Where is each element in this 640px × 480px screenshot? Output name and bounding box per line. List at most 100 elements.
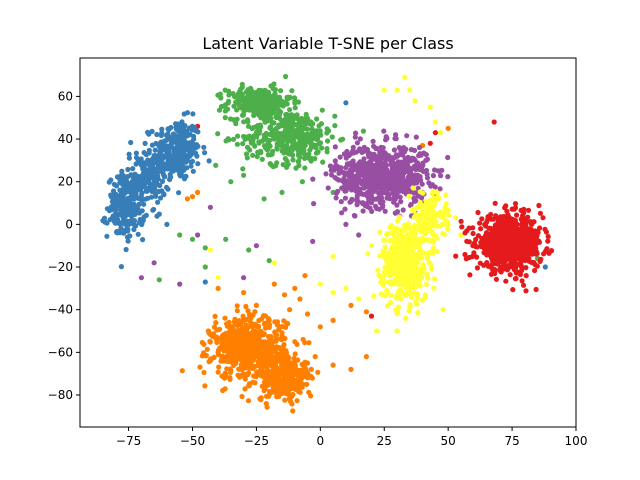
- data-point-class-2: [307, 140, 313, 146]
- data-point-class-6: [243, 316, 249, 323]
- data-point-class-4: [395, 304, 402, 310]
- data-point-class-4: [418, 227, 424, 233]
- data-point-class-5: [523, 222, 529, 228]
- data-point-class-2: [294, 112, 300, 118]
- data-point-class-5: [524, 252, 530, 258]
- data-point-class-3: [357, 159, 363, 165]
- data-point-class-1: [118, 225, 124, 231]
- data-point-class-2: [247, 94, 253, 100]
- data-point-class-4: [388, 257, 394, 263]
- data-point-class-4: [427, 197, 433, 203]
- data-point-class-1: [120, 181, 126, 187]
- data-point-class-3: [391, 199, 397, 205]
- data-point-class-2: [267, 131, 273, 137]
- data-point-class-6: [229, 324, 235, 330]
- data-point-class-5: [545, 238, 551, 244]
- data-point-class-6: [225, 334, 231, 340]
- data-point-class-1: [171, 132, 177, 138]
- outlier-point: [343, 221, 349, 227]
- data-point-class-1: [121, 229, 127, 235]
- data-point-class-1: [176, 168, 182, 174]
- data-point-class-5: [473, 236, 479, 243]
- data-point-class-4: [443, 201, 449, 207]
- data-point-class-4: [384, 303, 391, 309]
- data-point-class-1: [118, 172, 124, 178]
- data-point-class-1: [114, 183, 120, 189]
- data-point-class-6: [271, 366, 277, 372]
- data-point-class-5: [467, 272, 473, 278]
- data-point-class-1: [183, 144, 189, 150]
- data-point-class-2: [268, 162, 274, 168]
- data-point-class-2: [252, 111, 258, 117]
- outlier-point: [241, 290, 247, 296]
- data-point-class-5: [512, 201, 519, 207]
- data-point-class-2: [280, 103, 286, 109]
- data-point-class-1: [181, 136, 187, 142]
- data-point-class-2: [215, 131, 221, 137]
- data-point-class-3: [416, 144, 423, 151]
- outlier-point: [348, 366, 354, 372]
- data-point-class-6: [283, 348, 289, 354]
- data-point-class-1: [133, 150, 139, 156]
- data-point-class-2: [238, 86, 244, 92]
- data-point-class-1: [121, 202, 127, 208]
- data-point-class-4: [377, 253, 383, 259]
- data-point-class-4: [407, 302, 413, 308]
- data-point-class-4: [398, 296, 404, 302]
- data-point-class-2: [215, 92, 221, 98]
- data-point-class-3: [360, 200, 366, 206]
- outlier-point: [241, 275, 247, 281]
- data-point-class-6: [279, 330, 285, 336]
- data-point-class-1: [155, 199, 161, 205]
- data-point-class-6: [279, 377, 285, 383]
- data-point-class-3: [398, 199, 404, 205]
- data-point-class-3: [383, 155, 389, 162]
- data-point-class-6: [270, 354, 276, 360]
- data-point-class-6: [227, 376, 233, 382]
- data-point-class-2: [293, 165, 299, 171]
- data-point-class-1: [113, 206, 119, 212]
- data-point-class-2: [290, 140, 296, 146]
- data-point-class-4: [422, 294, 428, 300]
- data-point-class-1: [177, 162, 183, 168]
- data-point-class-3: [393, 136, 399, 142]
- data-point-class-5: [507, 272, 513, 278]
- data-point-class-4: [412, 223, 418, 229]
- data-point-class-6: [245, 335, 252, 341]
- data-point-class-6: [202, 383, 208, 389]
- data-point-class-1: [181, 111, 187, 117]
- data-point-class-5: [458, 218, 464, 224]
- outlier-point: [427, 104, 433, 110]
- data-point-class-2: [272, 91, 278, 97]
- data-point-class-2: [240, 166, 246, 172]
- data-point-class-5: [513, 268, 519, 274]
- data-point-class-1: [139, 220, 145, 226]
- outlier-point: [330, 253, 336, 259]
- data-point-class-2: [250, 124, 256, 131]
- outlier-point: [215, 285, 221, 291]
- data-point-class-1: [158, 132, 164, 139]
- data-point-class-2: [260, 101, 266, 107]
- outlier-point: [271, 281, 277, 287]
- x-tick-label: 75: [504, 434, 519, 448]
- data-point-class-6: [270, 383, 276, 389]
- data-point-class-3: [311, 201, 317, 207]
- data-point-class-2: [240, 141, 246, 147]
- data-point-class-2: [340, 136, 346, 142]
- outlier-point: [363, 309, 369, 315]
- outlier-point: [348, 302, 354, 308]
- data-point-class-2: [304, 126, 311, 132]
- data-point-class-5: [474, 254, 480, 260]
- data-point-class-6: [267, 344, 274, 350]
- data-point-class-6: [232, 351, 238, 357]
- data-point-class-2: [243, 151, 250, 157]
- data-point-class-4: [445, 226, 451, 233]
- data-point-class-4: [422, 231, 428, 237]
- data-point-class-5: [499, 236, 505, 242]
- data-point-class-3: [395, 162, 402, 168]
- data-point-class-4: [389, 223, 395, 229]
- data-point-class-2: [225, 100, 231, 106]
- data-point-class-1: [123, 181, 129, 187]
- data-point-class-1: [117, 194, 123, 200]
- data-point-class-2: [256, 130, 262, 136]
